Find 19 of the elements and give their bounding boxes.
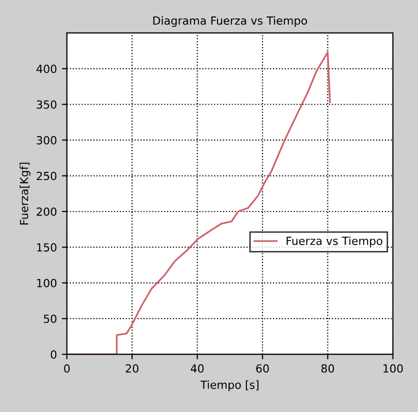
x-tick-label: 20 xyxy=(126,364,138,373)
y-tick-label: 100 xyxy=(37,278,56,288)
y-tick-label: 300 xyxy=(36,136,56,144)
x-axis-title: Tiempo [s] xyxy=(200,380,258,392)
legend-label: Fuerza vs Tiempo xyxy=(286,236,382,248)
y-tick-label: 200 xyxy=(36,207,56,216)
chart-title: Diagrama Fuerza vs Tiempo xyxy=(153,16,307,27)
x-tick-label: 80 xyxy=(321,364,334,373)
y-tick-label: 250 xyxy=(36,172,56,180)
x-tick-label: 40 xyxy=(190,364,204,373)
x-tick-label: 100 xyxy=(384,364,403,373)
y-tick-label: 350 xyxy=(36,100,56,109)
y-tick-label: 400 xyxy=(36,64,56,74)
y-tick-label: 0 xyxy=(50,350,56,359)
y-tick-label: 150 xyxy=(37,243,56,252)
y-tick-label: 50 xyxy=(44,314,56,323)
x-tick-label: 0 xyxy=(64,364,70,373)
x-tick-label: 60 xyxy=(256,364,269,373)
y-axis-title: Fuerza[Kgf] xyxy=(20,162,30,224)
